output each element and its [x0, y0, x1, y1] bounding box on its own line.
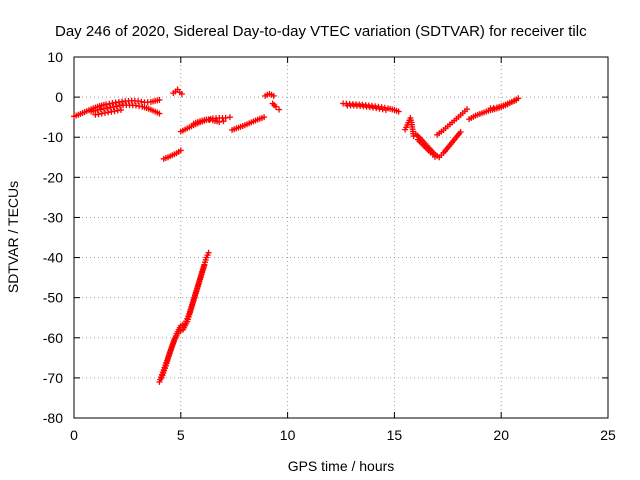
x-tick-label: 25 — [600, 427, 616, 443]
data-point — [513, 97, 520, 104]
data-point — [222, 114, 229, 121]
y-tick-label: -80 — [43, 410, 63, 426]
y-tick-label: -10 — [43, 129, 63, 145]
y-tick-label: 0 — [55, 89, 63, 105]
chart-title: Day 246 of 2020, Sidereal Day-to-day VTE… — [55, 23, 587, 40]
data-point — [226, 114, 233, 121]
data-point — [272, 103, 279, 110]
data-point — [205, 249, 212, 256]
x-tick-label: 20 — [493, 427, 509, 443]
data-point — [276, 106, 283, 113]
data-points — [71, 86, 522, 385]
x-axis-label: GPS time / hours — [288, 458, 395, 474]
x-tick-label: 5 — [177, 427, 185, 443]
data-point — [220, 118, 227, 125]
y-axis-label: SDTVAR / TECUs — [5, 181, 21, 293]
data-point — [395, 108, 402, 115]
plot-frame — [73, 56, 609, 419]
y-tick-label: -20 — [43, 169, 63, 185]
x-tick-label: 15 — [387, 427, 403, 443]
data-point — [270, 92, 277, 99]
x-tick-label: 0 — [70, 427, 78, 443]
y-tick-label: -70 — [43, 370, 63, 386]
y-tick-label: 10 — [47, 49, 63, 65]
axis-ticks: 0 5 10 15 20 25 10 0 -10 -20 -30 -40 -50 -60 -70 -80 — [43, 49, 616, 443]
data-point — [117, 106, 124, 113]
data-point — [457, 129, 464, 136]
data-point — [156, 110, 163, 117]
y-tick-label: -60 — [43, 330, 63, 346]
y-tick-label: -50 — [43, 290, 63, 306]
data-point — [201, 262, 208, 269]
data-point — [382, 106, 389, 113]
data-point — [178, 90, 185, 97]
data-point — [177, 147, 184, 154]
data-point — [464, 106, 471, 113]
x-tick-label: 10 — [280, 427, 296, 443]
y-tick-label: -40 — [43, 250, 63, 266]
y-tick-label: -30 — [43, 209, 63, 225]
data-point — [431, 153, 438, 160]
data-point — [156, 96, 163, 103]
data-point — [261, 114, 268, 121]
data-point — [216, 118, 223, 125]
